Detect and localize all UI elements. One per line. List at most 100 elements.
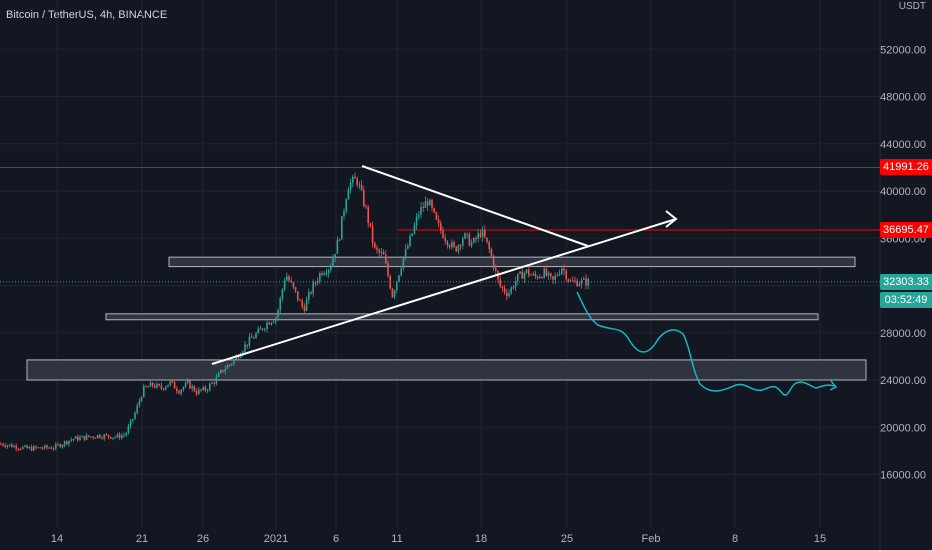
candle-body (233, 359, 235, 364)
candle-body (215, 376, 218, 384)
candle-body (204, 387, 207, 391)
candle-body (341, 216, 343, 240)
candle-body (209, 383, 211, 390)
candle-body (578, 284, 581, 287)
candle-body (319, 273, 321, 282)
candle-body (46, 445, 48, 448)
candle-body (17, 448, 20, 450)
candle-body (294, 287, 297, 292)
candle-body (514, 281, 517, 288)
candle-body (41, 448, 44, 450)
candle-body (114, 436, 116, 438)
y-axis: 16000.0020000.0024000.0028000.0032000.00… (880, 44, 926, 481)
candle-body (99, 434, 101, 438)
candle-body (297, 291, 299, 300)
candle-body (314, 282, 317, 284)
candle-body (376, 247, 378, 250)
candle-body (367, 206, 369, 223)
triangle-lower-line (211, 218, 677, 365)
candle-body (270, 322, 273, 325)
candle-body (488, 241, 490, 250)
candle-body (162, 388, 165, 390)
candle-body (402, 258, 405, 269)
candle-body (283, 280, 286, 290)
candle-body (286, 276, 288, 281)
candle-body (217, 373, 220, 377)
candle-body (277, 310, 279, 318)
candle-body (444, 237, 446, 242)
candle-body (30, 447, 33, 451)
candle-body (231, 363, 233, 365)
candle-body (127, 426, 130, 434)
candle-body (587, 278, 589, 286)
candle-body (519, 271, 521, 274)
candle-body (19, 448, 22, 450)
price-tag: 03:52:49 (880, 291, 932, 308)
candle-body (534, 273, 537, 277)
candle-body (248, 336, 251, 346)
candle-body (138, 400, 141, 406)
candle-body (422, 206, 424, 208)
candle-body (180, 389, 182, 394)
x-tick-label: 26 (197, 533, 209, 545)
candle-body (525, 269, 528, 273)
candle-body (459, 245, 462, 247)
candle-body (242, 351, 244, 355)
candle-body (437, 219, 440, 224)
price-tag: 41991.26 (880, 159, 932, 176)
candle-body (468, 234, 471, 246)
candle-body (101, 437, 103, 439)
x-tick-label: 15 (814, 533, 826, 545)
candle-body (312, 282, 314, 294)
candle-body (400, 268, 402, 276)
candle-body (365, 206, 367, 208)
y-tick-label: 16000.00 (880, 470, 926, 482)
drawings (211, 165, 838, 396)
candle-body (290, 280, 292, 283)
candle-body (88, 435, 90, 437)
candle-body (8, 444, 11, 446)
y-tick-label: 24000.00 (880, 375, 926, 387)
candle-body (576, 280, 578, 287)
candle-body (2, 443, 4, 446)
candle-body (171, 381, 174, 383)
y-tick-label: 20000.00 (880, 422, 926, 434)
candle-body (132, 418, 134, 421)
candle-body (136, 405, 138, 414)
candle-body (572, 280, 574, 282)
candle-body (424, 201, 427, 208)
candle-body (389, 275, 391, 289)
candle-body (261, 328, 264, 330)
candle-body (266, 322, 268, 329)
candle-body (541, 276, 543, 278)
candle-body (435, 212, 438, 220)
candle-body (567, 279, 570, 281)
candle-body (431, 199, 433, 208)
candle-body (327, 269, 330, 274)
candle-body (151, 382, 154, 386)
candle-body (13, 445, 15, 448)
x-axis: 14 21 26 2021 6 11 18 25 Feb 8 15 (51, 533, 826, 545)
candle-body (369, 222, 372, 226)
candle-body (490, 249, 493, 256)
support-zone (105, 313, 819, 321)
candle-body (343, 211, 345, 217)
x-tick-label: 11 (391, 533, 402, 545)
candle-body (24, 445, 26, 447)
candle-body (272, 321, 275, 323)
candle-body (68, 440, 70, 445)
candle-body (486, 237, 488, 242)
candle-body (473, 238, 475, 243)
candle-body (580, 279, 583, 285)
candle-body (143, 385, 145, 398)
candle-body (380, 252, 383, 254)
candle-body (457, 245, 460, 252)
candle-body (532, 273, 534, 275)
candle-body (512, 287, 515, 289)
candle-body (585, 278, 587, 286)
candle-body (149, 382, 152, 387)
candle-body (503, 287, 506, 293)
candle-body (6, 445, 9, 447)
x-tick-label: 18 (475, 533, 487, 545)
